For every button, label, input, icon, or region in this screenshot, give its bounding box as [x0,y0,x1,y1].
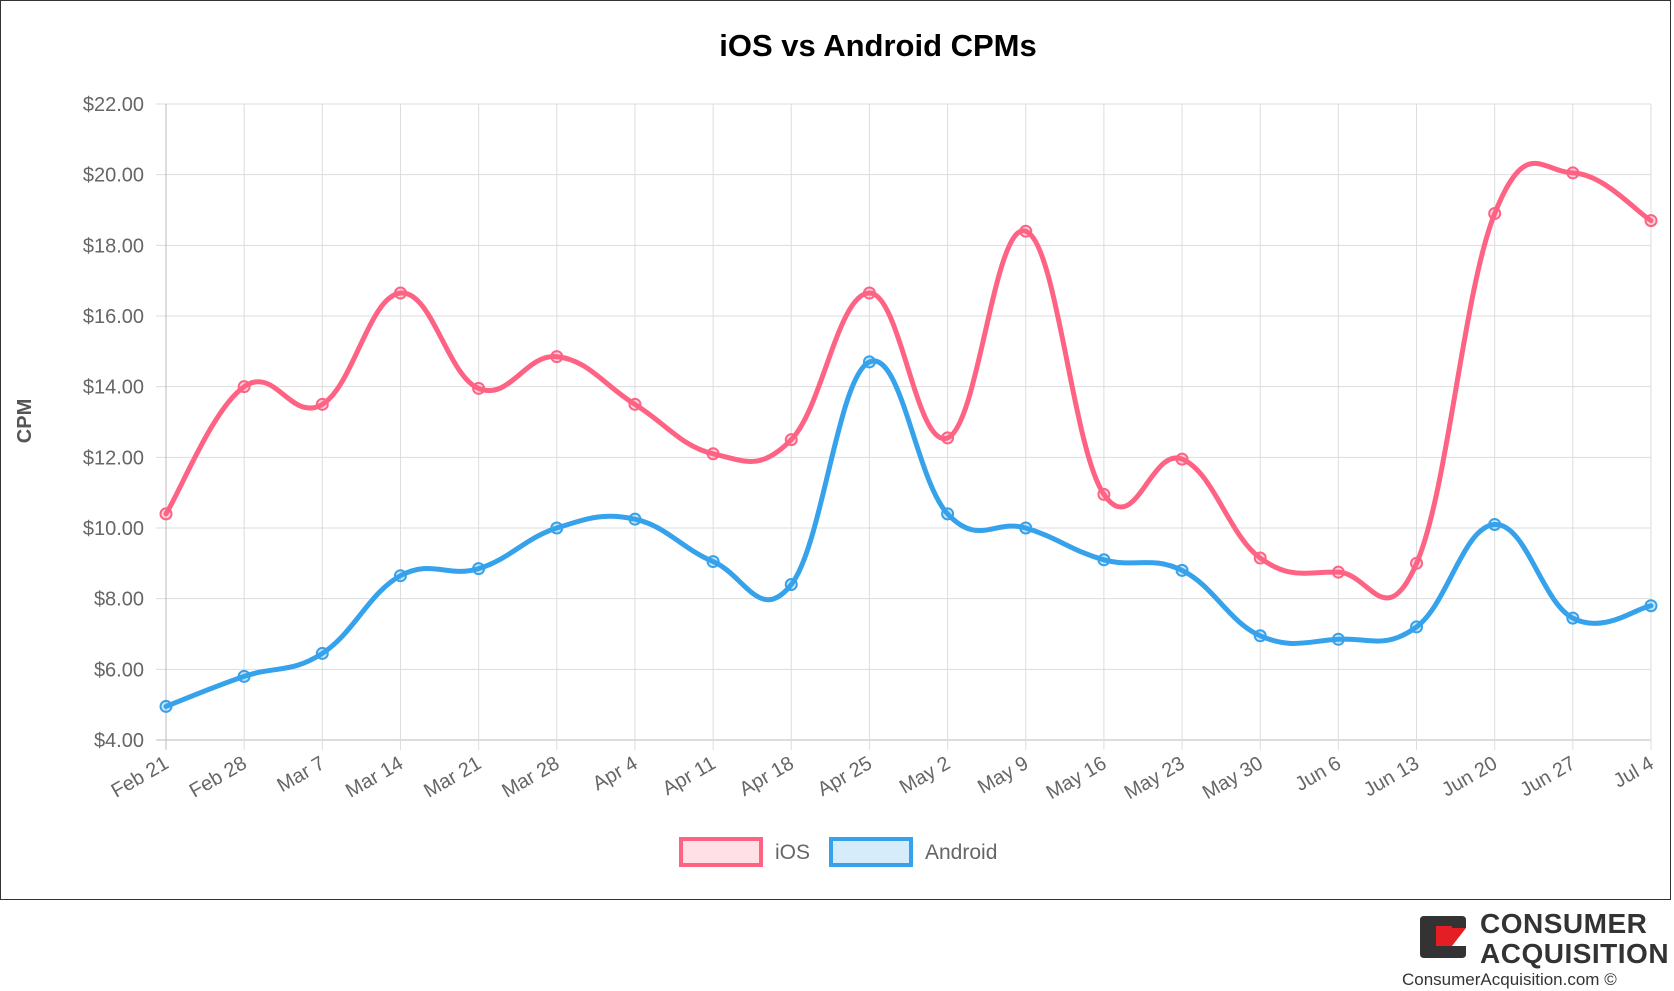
brand-block: CONSUMER ACQUISITION ConsumerAcquisition… [1402,908,1672,989]
x-tick-label: Jun 27 [1516,752,1579,801]
android-data-point [1488,517,1502,531]
x-tick-label: Feb 21 [108,752,173,802]
x-tick-label: Mar 7 [274,752,329,797]
android-data-point [1175,563,1189,577]
ios-data-point [550,350,564,364]
android-data-point [1331,632,1345,646]
x-tick-labels: Feb 21 Feb 28 Mar 7 Mar 14 Mar 21 Mar 28 Apr 4… [108,752,1658,804]
ios-data-point [393,286,407,300]
android-data-point [472,562,486,576]
android-data-point [1019,521,1033,535]
ios-data-point [472,381,486,395]
consumer-acquisition-logo-icon [1420,916,1466,958]
y-axis-label: CPM [14,399,36,443]
android-data-point [1410,620,1424,634]
ios-data-point [941,431,955,445]
x-tick-label: May 23 [1121,752,1189,804]
android-data-point [1253,629,1267,643]
x-tick-label: Apr 4 [589,752,641,795]
logo-accent-shape [1436,926,1466,946]
legend-item-ios[interactable]: iOS [679,837,810,867]
ios-data-point [1410,556,1424,570]
ios-series-line [163,160,1654,601]
ios-data-point [706,447,720,461]
x-tick-label: Mar 21 [420,752,485,802]
legend-swatch-ios [679,837,763,867]
y-tick-label: $12.00 [83,447,144,469]
brand-name-line2: ACQUISITION [1480,938,1670,969]
x-tick-label: Mar 28 [498,752,563,802]
legend-swatch-android [829,837,913,867]
y-tick-labels: $4.00 $6.00 $8.00 $10.00 $12.00 $14.00 $16.00 $… [83,94,144,752]
y-tick-label: $6.00 [94,659,144,681]
ios-data-point [1253,551,1267,565]
ios-data-point [1097,487,1111,501]
legend-item-android[interactable]: Android [829,837,997,867]
ios-data-point [1566,166,1580,180]
x-tick-label: May 16 [1043,752,1111,804]
y-tick-label: $4.00 [94,730,144,752]
grid-layer [156,103,1652,750]
android-series-line [163,358,1654,709]
android-data-point [628,512,642,526]
brand-name-line1: CONSUMER [1480,908,1648,939]
android-data-point [706,555,720,569]
y-tick-label: $18.00 [83,235,144,257]
x-tick-label: May 2 [896,752,954,798]
android-data-point [393,569,407,583]
chart-title: iOS vs Android CPMs [719,28,1037,63]
y-tick-label: $20.00 [83,165,144,187]
series-layer [159,160,1658,713]
x-tick-label: Jul 4 [1610,752,1658,792]
ios-data-point [315,397,329,411]
ios-data-point [862,286,876,300]
android-data-point [1566,611,1580,625]
x-tick-label: Jun 13 [1360,752,1423,801]
ios-data-point [1488,207,1502,221]
y-tick-label: $22.00 [83,94,144,116]
x-tick-label: Jun 20 [1438,752,1501,801]
android-data-point [315,646,329,660]
android-data-point [1644,599,1658,613]
x-tick-label: Apr 18 [736,752,798,801]
x-tick-label: Jun 6 [1291,752,1344,796]
y-tick-label: $8.00 [94,589,144,611]
chart-canvas: iOS vs Android CPMs CPM Feb 21 Feb 28 Mar … [14,28,1658,867]
legend-label-ios: iOS [775,841,810,864]
x-tick-label: Apr 11 [659,752,720,800]
ios-data-point [1019,224,1033,238]
brand-url: ConsumerAcquisition.com © [1402,970,1617,989]
y-tick-label: $16.00 [83,306,144,328]
x-tick-label: Apr 25 [814,752,876,801]
ios-data-point [159,507,173,521]
x-tick-label: Feb 28 [186,752,251,802]
legend-label-android: Android [925,841,997,864]
ios-data-point [1331,565,1345,579]
ios-data-point [784,433,798,447]
chart-frame: iOS vs Android CPMs CPM Feb 21 Feb 28 Mar … [0,0,1671,900]
android-data-point [784,578,798,592]
android-data-point [941,507,955,521]
android-data-point [237,669,251,683]
ios-data-point [628,397,642,411]
x-tick-label: May 30 [1199,752,1267,804]
android-data-point [1097,553,1111,567]
y-tick-label: $10.00 [83,518,144,540]
x-tick-label: May 9 [974,752,1032,798]
ios-data-point [1644,214,1658,228]
android-data-point [862,355,876,369]
android-data-point [550,521,564,535]
y-tick-label: $14.00 [83,377,144,399]
ios-data-point [237,380,251,394]
ios-data-point [1175,452,1189,466]
android-data-point [159,699,173,713]
legend[interactable]: iOS Android [679,837,997,867]
x-tick-label: Mar 14 [342,752,407,802]
